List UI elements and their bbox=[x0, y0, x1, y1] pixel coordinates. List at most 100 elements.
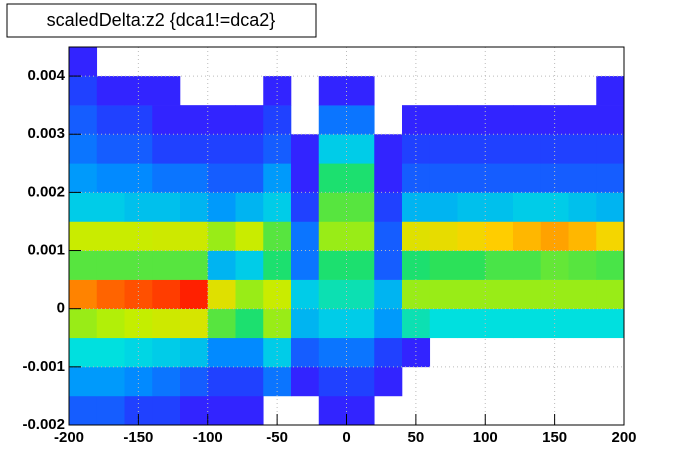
heat-cell bbox=[235, 395, 264, 426]
heat-cell bbox=[374, 279, 403, 309]
plot-frame bbox=[68, 46, 625, 426]
heat-cell bbox=[374, 192, 403, 222]
heat-cell bbox=[69, 163, 98, 193]
heat-cell bbox=[152, 395, 181, 426]
heat-cell bbox=[485, 163, 514, 193]
x-tick-label: -100 bbox=[193, 429, 223, 446]
heat-cell bbox=[207, 105, 236, 135]
heat-cell bbox=[429, 221, 458, 251]
heat-cell bbox=[457, 134, 486, 164]
heat-cell bbox=[96, 279, 125, 309]
heat-cell bbox=[291, 192, 320, 222]
heat-cell bbox=[152, 163, 181, 193]
heat-cell bbox=[318, 105, 347, 135]
heat-cell bbox=[346, 192, 375, 222]
heat-cell bbox=[318, 308, 347, 339]
heat-cell bbox=[457, 192, 486, 222]
heat-cell bbox=[96, 366, 125, 397]
heat-cell bbox=[374, 366, 403, 397]
heat-cell bbox=[513, 163, 542, 193]
heat-cell bbox=[596, 308, 625, 339]
heat-cell bbox=[291, 308, 320, 339]
heat-cell bbox=[374, 221, 403, 251]
heat-cell bbox=[429, 279, 458, 309]
heat-cell bbox=[180, 192, 209, 222]
x-tick-label: -200 bbox=[54, 429, 84, 446]
heat-cell bbox=[235, 105, 264, 135]
heat-cell bbox=[96, 105, 125, 135]
heat-cell bbox=[346, 221, 375, 251]
heat-cell bbox=[96, 308, 125, 339]
heat-cell bbox=[152, 105, 181, 135]
heat-cell bbox=[318, 76, 347, 106]
heat-cell bbox=[429, 105, 458, 135]
heat-cell bbox=[207, 192, 236, 222]
heat-cell bbox=[152, 221, 181, 251]
heat-cell bbox=[346, 308, 375, 339]
heat-cell bbox=[374, 163, 403, 193]
heat-cell bbox=[69, 250, 98, 280]
x-tick-label: 0 bbox=[342, 429, 350, 446]
heat-cell bbox=[69, 395, 98, 426]
heat-cell bbox=[513, 308, 542, 339]
heat-cell bbox=[568, 192, 597, 222]
heat-cell bbox=[263, 279, 292, 309]
heat-cell bbox=[540, 279, 569, 309]
heat-cell bbox=[596, 163, 625, 193]
x-tick-label: -150 bbox=[123, 429, 153, 446]
y-tick-label: 0.001 bbox=[27, 242, 65, 259]
heat-cell bbox=[457, 105, 486, 135]
heat-cell bbox=[291, 134, 320, 164]
heat-cell bbox=[235, 279, 264, 309]
y-tick-label: 0.002 bbox=[27, 183, 65, 200]
heat-cell bbox=[152, 192, 181, 222]
heat-cell bbox=[235, 192, 264, 222]
heat-cell bbox=[96, 134, 125, 164]
heat-cell bbox=[346, 337, 375, 368]
heat-cell bbox=[124, 279, 153, 309]
heat-cell bbox=[124, 337, 153, 368]
heat-cell bbox=[485, 105, 514, 135]
heat-cell bbox=[346, 395, 375, 426]
x-tick-label: -50 bbox=[266, 429, 288, 446]
heat-cell bbox=[96, 250, 125, 280]
heat-cell bbox=[152, 250, 181, 280]
heat-cell bbox=[429, 308, 458, 339]
heat-cell bbox=[291, 221, 320, 251]
heat-cell bbox=[207, 366, 236, 397]
x-tick-label: 100 bbox=[473, 429, 498, 446]
heat-cell bbox=[69, 337, 98, 368]
heat-cell bbox=[291, 250, 320, 280]
heat-cell bbox=[263, 337, 292, 368]
heat-cell bbox=[513, 250, 542, 280]
heat-cell bbox=[457, 163, 486, 193]
heat-cell bbox=[346, 250, 375, 280]
heat-cell bbox=[485, 134, 514, 164]
heat-cell bbox=[291, 337, 320, 368]
heat-cell bbox=[318, 163, 347, 193]
heat-cell bbox=[69, 221, 98, 251]
heat-cell bbox=[318, 221, 347, 251]
heat-cell bbox=[69, 76, 98, 106]
heat-cell bbox=[457, 308, 486, 339]
heat-cell bbox=[374, 134, 403, 164]
heat-cell bbox=[69, 105, 98, 135]
heat-cell bbox=[152, 279, 181, 309]
heat-cell bbox=[568, 163, 597, 193]
y-tick-label: -0.002 bbox=[22, 416, 65, 433]
heat-cell bbox=[318, 366, 347, 397]
heat-cell bbox=[69, 366, 98, 397]
heat-cell bbox=[568, 221, 597, 251]
heat-cell bbox=[96, 76, 125, 106]
heat-cell bbox=[291, 163, 320, 193]
heat-cell bbox=[235, 250, 264, 280]
heat-cell bbox=[596, 134, 625, 164]
y-tick-label: -0.001 bbox=[22, 358, 65, 375]
y-tick-label: 0.003 bbox=[27, 125, 65, 142]
heat-cell bbox=[374, 250, 403, 280]
heat-cell bbox=[69, 279, 98, 309]
heat-cell bbox=[291, 279, 320, 309]
heat-cell bbox=[485, 192, 514, 222]
